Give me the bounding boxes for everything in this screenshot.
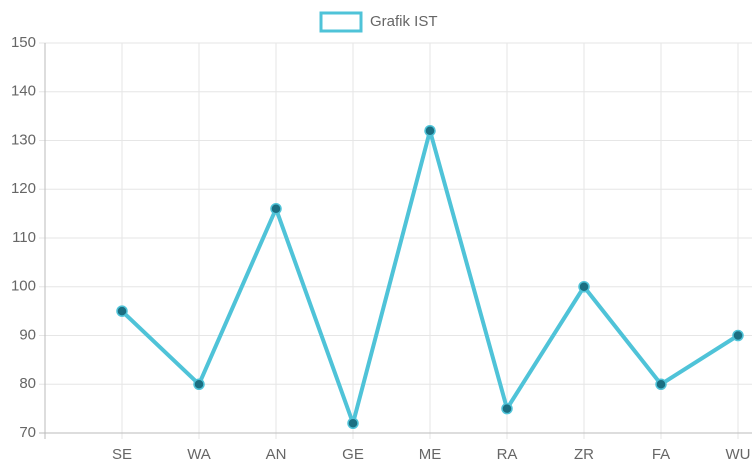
data-point — [655, 378, 667, 390]
y-tick-label: 80 — [19, 375, 36, 392]
data-point — [501, 402, 513, 415]
data-point — [116, 305, 128, 317]
data-point — [347, 417, 359, 429]
y-tick-label: 110 — [12, 229, 36, 246]
legend-swatch — [319, 11, 363, 33]
data-point — [424, 125, 436, 137]
x-tick-label: FA — [652, 446, 670, 463]
data-point — [578, 281, 590, 293]
y-tick-label: 100 — [11, 278, 36, 295]
x-tick-label: WU — [726, 446, 751, 463]
y-tick-label: 130 — [11, 131, 36, 148]
x-tick-label: RA — [497, 446, 518, 463]
data-point — [270, 203, 282, 215]
y-tick-label: 140 — [11, 83, 36, 100]
data-point — [193, 378, 205, 390]
y-tick-label: 70 — [19, 424, 36, 441]
x-tick-label: SE — [112, 446, 132, 463]
x-tick-label: WA — [187, 446, 211, 463]
x-tick-label: GE — [342, 446, 364, 463]
x-tick-label: ME — [419, 446, 442, 463]
x-tick-label: ZR — [574, 446, 594, 463]
x-tick-label: AN — [266, 446, 287, 463]
y-tick-label: 150 — [11, 34, 36, 51]
data-point — [732, 329, 744, 342]
y-tick-label: 120 — [11, 180, 36, 197]
y-tick-label: 90 — [19, 326, 36, 343]
legend-label: Grafik IST — [370, 13, 438, 30]
